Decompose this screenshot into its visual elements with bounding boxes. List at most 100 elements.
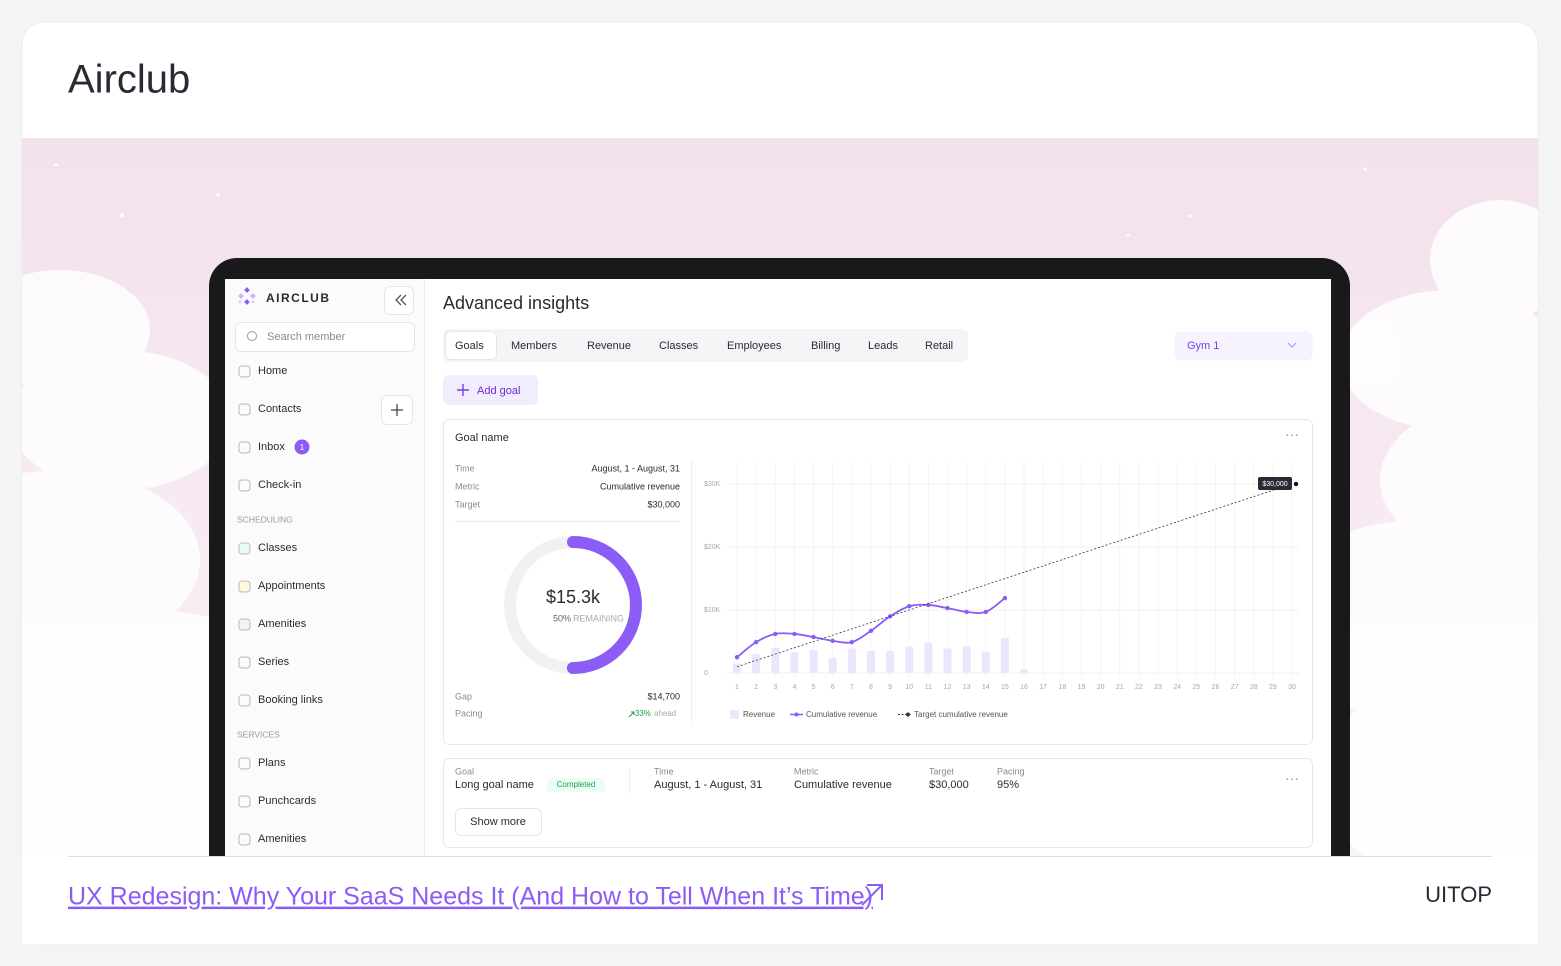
brand: UITOP — [1425, 882, 1492, 907]
nav-icon — [238, 479, 251, 492]
nav-icon — [238, 403, 251, 416]
x-tick-label: 7 — [850, 684, 854, 691]
detail-label: Time — [455, 463, 475, 473]
goal-card — [443, 419, 1313, 745]
add-goal-button[interactable] — [443, 375, 538, 405]
nav-item[interactable]: Punchcards — [258, 795, 317, 807]
goal-row-card — [443, 758, 1313, 848]
nav-item[interactable]: Check-in — [258, 479, 301, 491]
nav-item[interactable]: Amenities — [258, 833, 307, 845]
logo-mark — [237, 287, 256, 305]
tab[interactable]: Revenue — [587, 340, 631, 352]
location-select[interactable] — [1174, 331, 1313, 361]
tab[interactable]: Billing — [811, 340, 840, 352]
bar — [771, 647, 780, 673]
x-tick-label: 5 — [812, 684, 816, 691]
detail-value: August, 1 - August, 31 — [591, 463, 680, 473]
nav-item[interactable]: Classes — [258, 542, 298, 554]
nav-icon — [238, 580, 251, 593]
bar — [866, 650, 875, 673]
article-link[interactable]: UX Redesign: Why Your SaaS Needs It (And… — [68, 883, 873, 911]
x-tick-label: 1 — [735, 684, 739, 691]
point — [1293, 481, 1299, 487]
nav-item[interactable]: Plans — [258, 757, 286, 769]
nav-item[interactable]: Home — [258, 365, 287, 377]
x-tick-label: 23 — [1154, 684, 1162, 691]
legend-label: Cumulative revenue — [806, 710, 878, 719]
x-tick-label: 9 — [888, 684, 892, 691]
hero: AIRCLUB Search member Advanced insights … — [22, 138, 1538, 856]
pacing-note: ahead — [654, 709, 676, 718]
x-tick-label: 13 — [963, 684, 971, 691]
y-tick-label: 0 — [704, 670, 708, 677]
field-label: Goal — [455, 766, 474, 776]
x-tick-label: 28 — [1250, 684, 1258, 691]
tab[interactable]: Retail — [925, 340, 953, 352]
chevron — [1287, 342, 1297, 348]
plus-icon — [457, 384, 469, 396]
tab[interactable]: Employees — [727, 340, 782, 352]
x-tick-label: 26 — [1212, 684, 1220, 691]
detail-label: Metric — [455, 481, 480, 491]
pacing-value: 33% — [635, 709, 651, 718]
donut-caption: REMAINING — [573, 613, 624, 623]
more-icon[interactable]: ⋯ — [1285, 771, 1299, 787]
nav-icon — [238, 365, 251, 378]
collapse-icon — [395, 294, 407, 306]
field-label: Time — [654, 766, 674, 776]
point — [964, 609, 969, 615]
tab[interactable]: Members — [511, 340, 557, 352]
y-tick-label: $30K — [704, 481, 721, 488]
location: Gym 1 — [1187, 340, 1219, 352]
tab[interactable]: Goals — [455, 340, 484, 352]
search-icon — [247, 331, 257, 341]
x-tick-label: 2 — [754, 684, 758, 691]
bar — [1020, 669, 1029, 673]
nav-icon — [238, 795, 251, 808]
nav-item[interactable]: Inbox — [258, 441, 285, 453]
goal-name: Goal name — [455, 432, 509, 444]
x-tick-label: 19 — [1078, 684, 1086, 691]
field-label: Metric — [794, 766, 819, 776]
bar — [981, 651, 990, 673]
tab[interactable]: Classes — [659, 340, 699, 352]
x-tick-label: 14 — [982, 684, 990, 691]
x-tick-label: 12 — [944, 684, 952, 691]
bar — [962, 645, 971, 673]
legend-swatch — [730, 710, 739, 719]
bar — [943, 648, 952, 673]
x-tick-label: 25 — [1192, 684, 1200, 691]
nav-item[interactable]: Series — [258, 656, 290, 668]
link-arrow — [861, 884, 883, 906]
value-label: $30,000 — [1262, 481, 1287, 488]
detail-label: Target — [455, 499, 481, 509]
legend-swatch — [906, 712, 910, 717]
series-line — [736, 483, 1293, 668]
field-value: 95% — [997, 779, 1019, 791]
x-tick-label: 18 — [1058, 684, 1066, 691]
nav-item[interactable]: Appointments — [258, 580, 326, 592]
gap-label: Gap — [455, 691, 472, 701]
nav-icon — [238, 757, 251, 770]
point — [868, 628, 874, 633]
legend-label: Revenue — [743, 710, 776, 719]
tab[interactable]: Leads — [868, 340, 898, 352]
x-tick-label: 3 — [773, 684, 777, 691]
inbox-badge-count: 1 — [300, 443, 305, 452]
x-tick-label: 4 — [792, 684, 796, 691]
show-more-button[interactable] — [455, 808, 542, 836]
bar — [809, 649, 818, 673]
search-box[interactable] — [235, 322, 415, 352]
collapse-button[interactable] — [384, 286, 414, 315]
status-badge — [547, 778, 605, 792]
field-value: August, 1 - August, 31 — [654, 779, 762, 791]
nav-item[interactable]: Booking links — [258, 694, 323, 706]
detail-value: $30,000 — [647, 499, 680, 509]
more-icon[interactable]: ⋯ — [1285, 427, 1299, 443]
field-label: Pacing — [997, 766, 1025, 776]
bar — [886, 650, 895, 673]
field-value: $30,000 — [929, 779, 969, 791]
nav-item[interactable]: Contacts — [258, 403, 302, 415]
point — [773, 631, 778, 637]
nav-item[interactable]: Amenities — [258, 618, 307, 630]
